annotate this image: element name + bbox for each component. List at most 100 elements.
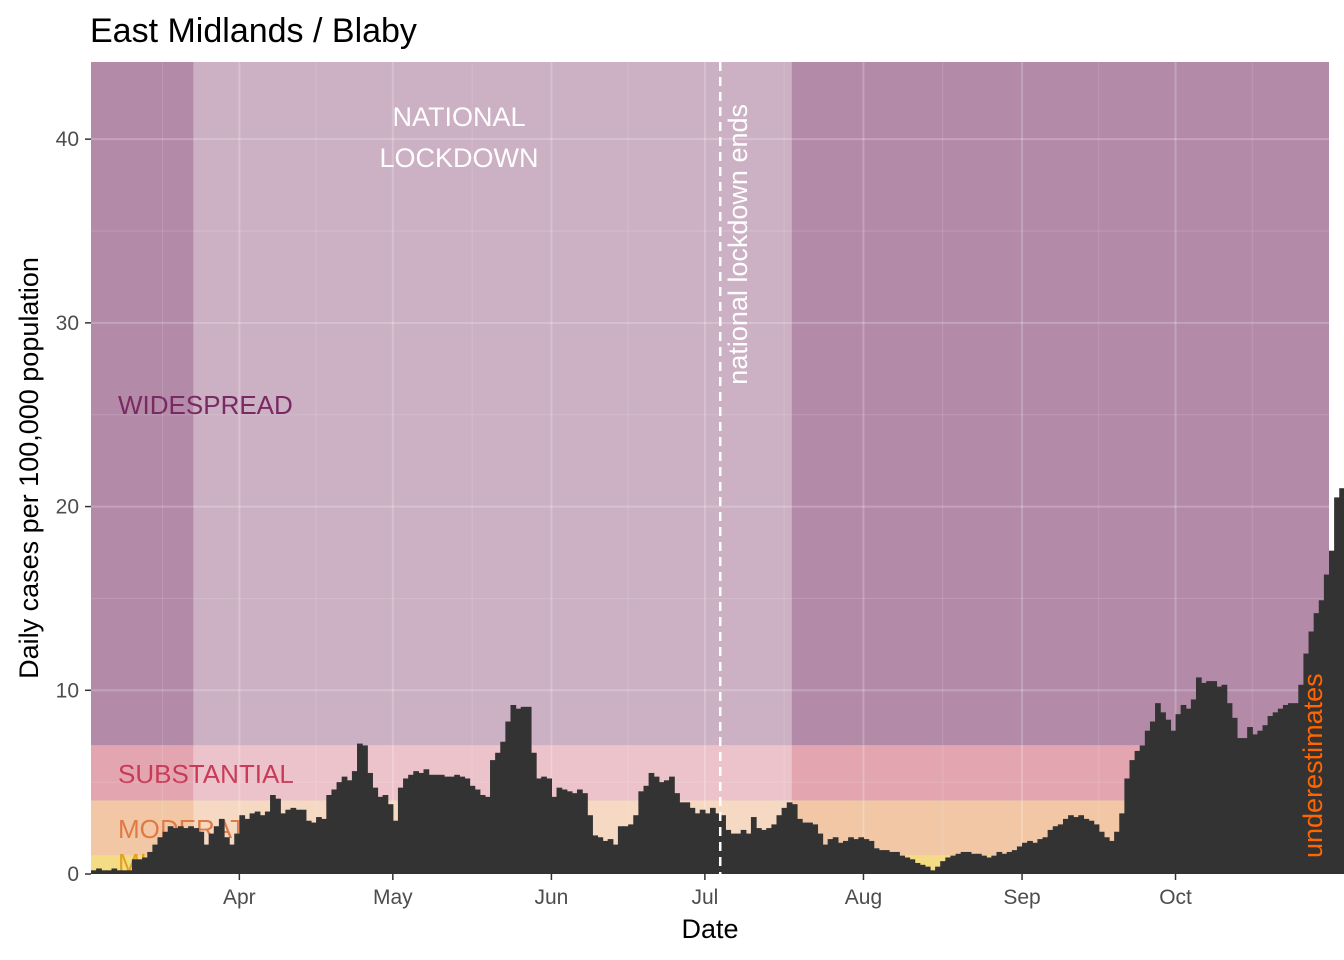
bar [832,837,839,874]
bar [863,839,870,874]
bar [868,840,875,874]
bar [1308,631,1315,874]
bar [582,793,588,874]
plot-background: WIDESPREADSUBSTANTIALMODERATEMINIMAL [91,62,1329,878]
bar [193,828,200,874]
bar [341,776,348,874]
y-tick-label: 10 [56,679,79,702]
bar [669,776,675,874]
bar [336,782,343,874]
bar [362,745,368,874]
bar [761,829,767,874]
bar [1042,837,1049,874]
bar [1298,684,1305,874]
bar [612,844,619,874]
bar [357,743,363,874]
bar [1252,734,1258,874]
bar [643,785,650,874]
bar [167,826,174,874]
bar [367,772,373,874]
bar [254,811,261,874]
bar [1221,684,1228,874]
bar [147,851,153,874]
x-tick-label: Apr [223,886,256,909]
bar [694,813,701,874]
bar [628,824,634,874]
overlays: NATIONAL LOCKDOWN national lockdown ends un… [379,62,1328,874]
bar [996,851,1003,874]
bar [750,817,757,874]
bar [459,776,466,874]
bar [1078,815,1085,874]
bar [766,828,772,874]
bar [1165,719,1172,874]
bar [899,855,905,874]
bar [1206,681,1212,874]
bar [981,855,987,874]
bar [848,837,854,874]
bar [576,789,583,874]
bar [1062,818,1069,874]
y-tick-label: 20 [56,496,79,519]
lockdown-end-label: national lockdown ends [723,104,753,385]
bar [310,822,317,874]
bar [704,813,711,874]
bar [720,815,726,874]
bar [172,828,179,874]
bar [873,848,880,874]
bar [536,778,542,874]
x-tick-label: Jun [534,886,568,909]
bar [587,815,593,874]
y-tick-label: 40 [56,128,79,151]
bar [126,870,133,874]
bar [500,741,506,874]
bar [955,853,962,874]
bar [1144,730,1151,874]
bar [1027,840,1033,874]
lockdown-label: NATIONAL LOCKDOWN [379,102,538,173]
bar [960,851,967,874]
bar [623,826,629,874]
bar [827,839,834,874]
bar [464,778,471,874]
bar [428,774,435,874]
bar [515,708,522,874]
bar [858,837,865,874]
bar [495,752,501,874]
bar [403,778,409,874]
bar [510,704,517,874]
bar [571,793,578,874]
bar [91,870,97,874]
bar [771,824,778,874]
underestimates-label: underestimates [1298,673,1328,858]
bar [807,822,813,874]
bar [1022,842,1028,874]
bar [198,831,205,874]
lockdown-shading [193,62,792,874]
x-axis-label: Date [681,914,738,944]
bar [566,791,573,874]
bar [1124,778,1131,874]
bar [290,807,297,874]
bar [546,778,553,874]
bar [137,859,143,874]
bar [878,850,885,874]
bar [454,774,460,874]
bar [377,796,384,874]
bar [1088,820,1095,874]
bar [188,826,194,874]
y-tick-label: 30 [56,312,79,335]
bar [1247,727,1253,874]
bar [791,804,798,874]
bar [392,820,399,874]
bar [372,787,379,874]
bar [1190,699,1197,874]
bar [300,809,307,874]
bar [602,840,609,874]
bar [305,820,312,874]
bar [438,774,445,874]
bar [648,772,655,874]
bar [1083,818,1090,874]
bar [597,837,604,874]
bar [1195,677,1202,874]
